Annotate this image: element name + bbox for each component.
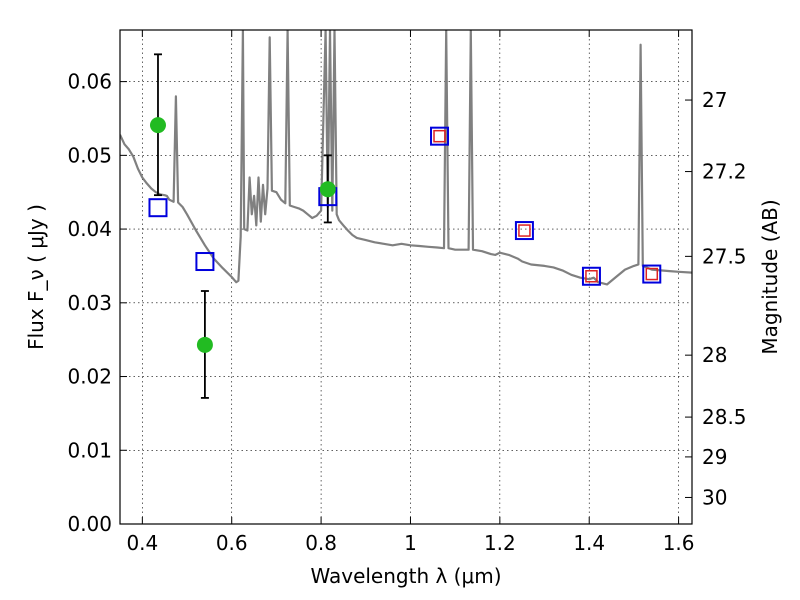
y-tick-label: 0.06 bbox=[67, 70, 112, 94]
y-tick-label: 0.02 bbox=[67, 365, 112, 389]
right-tick-label: 27.5 bbox=[702, 244, 747, 268]
grid-layer bbox=[120, 30, 692, 525]
right-tick-label: 27.2 bbox=[702, 160, 747, 184]
y-tick-label: 0.05 bbox=[67, 143, 112, 167]
right-tick-label: 30 bbox=[702, 485, 727, 509]
x-axis-title: Wavelength λ (μm) bbox=[310, 564, 501, 588]
right-tick-label: 28 bbox=[702, 343, 727, 367]
y-axis-title: Flux F_ν ( μJy ) bbox=[24, 204, 48, 350]
right-tick-label: 27 bbox=[702, 88, 727, 112]
red-square-marker bbox=[645, 267, 659, 281]
x-tick-label: 0.4 bbox=[126, 531, 158, 555]
spectrum-layer bbox=[120, 30, 692, 286]
right-tick-label: 28.5 bbox=[702, 405, 747, 429]
marker-layer bbox=[148, 53, 662, 399]
x-tick-label: 1.6 bbox=[663, 531, 695, 555]
y-tick-label: 0.04 bbox=[67, 217, 112, 241]
blue-square-marker bbox=[195, 252, 215, 272]
y-tick-label: 0.03 bbox=[67, 291, 112, 315]
blue-square-marker bbox=[148, 198, 168, 218]
x-tick-label: 0.6 bbox=[216, 531, 248, 555]
x-tick-label: 0.8 bbox=[305, 531, 337, 555]
right-tick-label: 29 bbox=[702, 445, 727, 469]
axis-layer: 0.4 0.6 0.8 1 1.2 1.4 1.6 0.00 0.01 0.02 0.03 0.04 0… bbox=[67, 30, 747, 555]
red-square-marker bbox=[518, 224, 531, 237]
plot-frame bbox=[119, 29, 693, 525]
blue-square-marker bbox=[581, 266, 601, 286]
x-tick-label: 1.4 bbox=[573, 531, 605, 555]
blue-square-marker bbox=[642, 264, 662, 284]
x-tick-label: 1 bbox=[404, 531, 417, 555]
blue-square-marker bbox=[430, 126, 450, 146]
observed-point bbox=[319, 181, 336, 198]
model-spectrum-line bbox=[120, 30, 692, 286]
right-axis-title: Magnitude (AB) bbox=[758, 199, 782, 354]
observed-point bbox=[196, 336, 213, 353]
y-tick-label: 0.01 bbox=[67, 438, 112, 462]
red-square-marker bbox=[433, 129, 446, 143]
y-tick-label: 0.00 bbox=[67, 512, 112, 536]
red-square-marker bbox=[585, 270, 598, 283]
x-tick-label: 1.2 bbox=[484, 531, 516, 555]
blue-square-marker bbox=[514, 221, 534, 241]
observed-point bbox=[149, 117, 166, 134]
